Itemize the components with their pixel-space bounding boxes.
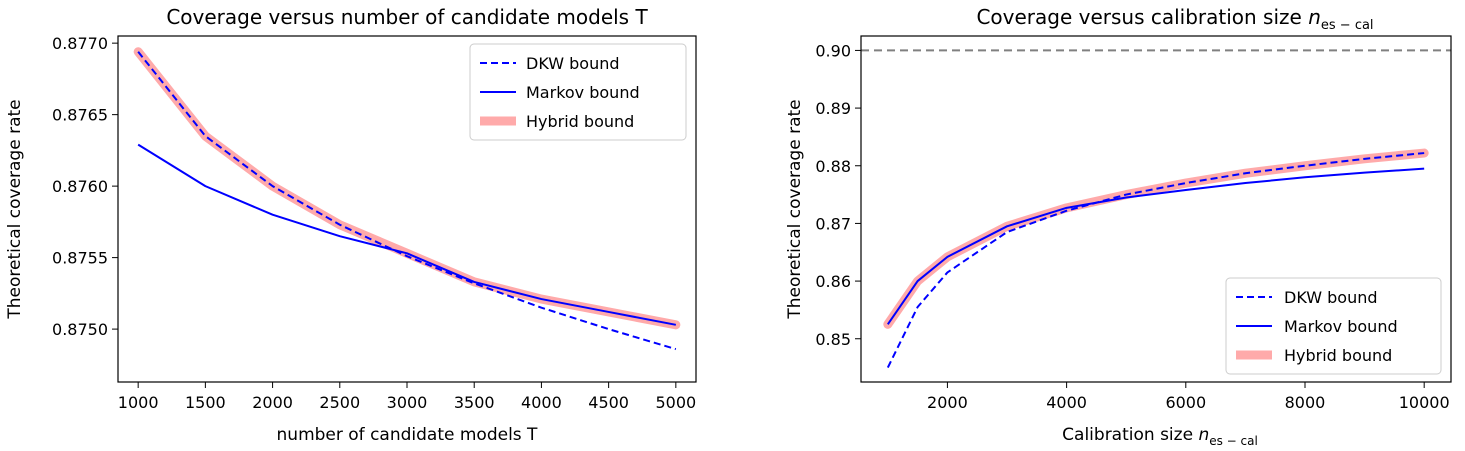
x-tick-label: 2500 bbox=[319, 393, 360, 412]
legend-box bbox=[1225, 277, 1442, 375]
x-axis-label-subscript: es − cal bbox=[1209, 434, 1258, 448]
x-tick-label: 3500 bbox=[454, 393, 495, 412]
x-axis-label-text: Calibration size bbox=[1062, 425, 1198, 445]
x-axis-ticks: 2000 4000 6000 8000 10000 bbox=[927, 382, 1450, 412]
legend-label-dkw: DKW bound bbox=[1284, 288, 1378, 307]
plot-frame bbox=[860, 35, 1452, 383]
y-axis-ticks: 0.85 0.86 0.87 0.88 0.89 0.90 bbox=[815, 41, 861, 349]
legend-label-hybrid: Hybrid bound bbox=[1284, 346, 1392, 365]
legend: DKW bound Markov bound Hybrid bound bbox=[469, 43, 687, 141]
x-tick-label: 5000 bbox=[655, 393, 696, 412]
legend: DKW bound Markov bound Hybrid bound bbox=[1225, 277, 1442, 375]
y-tick-label: 0.8750 bbox=[52, 320, 108, 339]
x-tick-label: 1000 bbox=[118, 393, 159, 412]
series-line-markov-bound bbox=[137, 143, 677, 326]
series-line-dkw-bound bbox=[137, 51, 677, 351]
y-axis-label: Theoretical coverage rate bbox=[5, 99, 25, 319]
x-tick-label: 8000 bbox=[1285, 393, 1326, 412]
legend-label-markov: Markov bound bbox=[526, 83, 640, 102]
y-axis-ticks: 0.8750 0.8755 0.8760 0.8765 0.8770 bbox=[52, 34, 118, 339]
x-axis-label-math: n bbox=[1198, 425, 1209, 445]
x-tick-label: 4500 bbox=[588, 393, 629, 412]
legend-label-dkw: DKW bound bbox=[526, 54, 620, 73]
legend-label-hybrid: Hybrid bound bbox=[526, 112, 634, 131]
series-line-dkw-bound bbox=[886, 152, 1425, 369]
x-tick-label: 3000 bbox=[387, 393, 428, 412]
y-tick-label: 0.89 bbox=[815, 99, 851, 118]
y-axis-label: Theoretical coverage rate bbox=[785, 99, 805, 319]
y-tick-label: 0.8755 bbox=[52, 249, 108, 268]
x-tick-label: 4000 bbox=[521, 393, 562, 412]
x-axis-label: number of candidate models T bbox=[277, 425, 539, 445]
x-tick-label: 2000 bbox=[252, 393, 293, 412]
series-group bbox=[861, 49, 1451, 369]
legend-label-markov: Markov bound bbox=[1284, 317, 1398, 336]
y-tick-label: 0.8765 bbox=[52, 106, 108, 125]
chart-coverage-vs-calibration: Coverage versus calibration size nes − c… bbox=[785, 5, 1452, 448]
chart-title-subscript: es − cal bbox=[1321, 18, 1374, 33]
y-tick-label: 0.88 bbox=[815, 157, 851, 176]
y-tick-label: 0.8770 bbox=[52, 34, 108, 53]
chart-title-text: Coverage versus calibration size bbox=[976, 5, 1308, 29]
x-tick-label: 4000 bbox=[1046, 393, 1087, 412]
x-axis-ticks: 1000 1500 2000 2500 3000 3500 4000 4500 5000 bbox=[118, 382, 696, 412]
y-tick-label: 0.85 bbox=[815, 330, 851, 349]
series-line-markov-bound bbox=[886, 167, 1425, 325]
chart-coverage-vs-models: Coverage versus number of candidate mode… bbox=[5, 5, 697, 445]
chart-title: Coverage versus calibration size nes − c… bbox=[976, 5, 1373, 33]
x-tick-label: 1500 bbox=[185, 393, 226, 412]
chart-title-math: n bbox=[1308, 5, 1321, 29]
legend-box bbox=[469, 43, 687, 141]
chart-title: Coverage versus number of candidate mode… bbox=[166, 5, 648, 29]
x-tick-label: 6000 bbox=[1165, 393, 1206, 412]
x-tick-label: 2000 bbox=[927, 393, 968, 412]
y-tick-label: 0.90 bbox=[815, 41, 851, 60]
y-tick-label: 0.87 bbox=[815, 214, 851, 233]
y-tick-label: 0.86 bbox=[815, 272, 851, 291]
series-group bbox=[133, 47, 681, 351]
y-tick-label: 0.8760 bbox=[52, 177, 108, 196]
x-tick-label: 10000 bbox=[1399, 393, 1450, 412]
x-axis-label: Calibration size nes − cal bbox=[1062, 425, 1258, 448]
